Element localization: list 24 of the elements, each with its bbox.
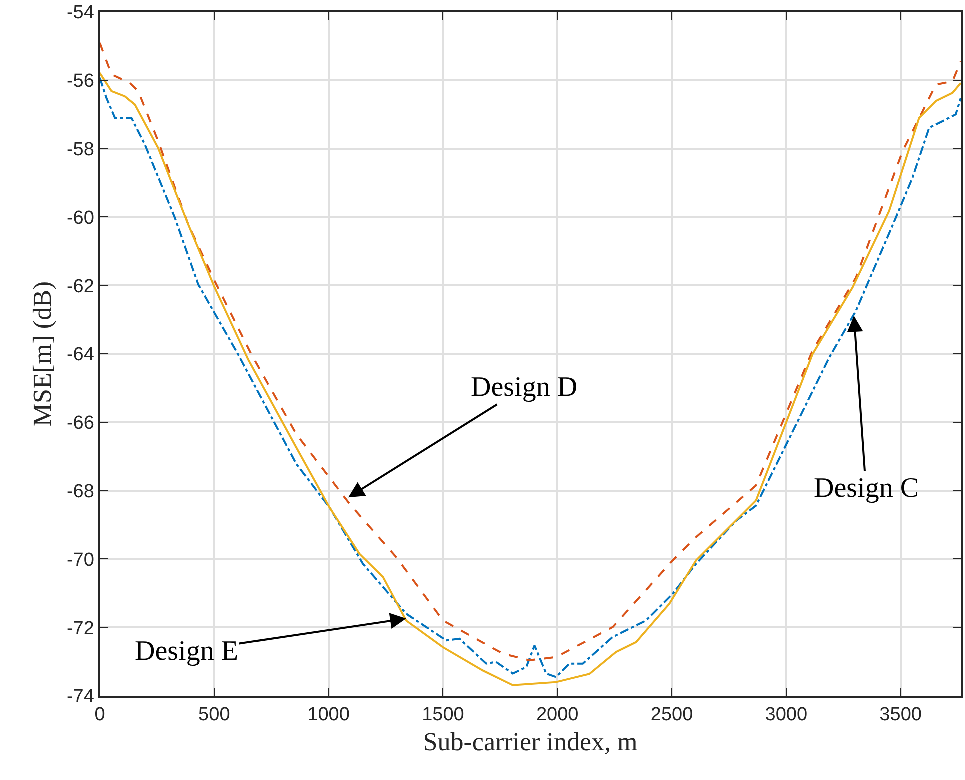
y-tick-label: -62 <box>66 276 94 298</box>
y-tick-label: -66 <box>66 413 94 434</box>
y-tick-label: -54 <box>66 2 95 24</box>
y-tick-label: -58 <box>66 139 94 160</box>
y-axis-title: MSE[m] (dB) <box>28 281 57 427</box>
x-tick-label: 2000 <box>536 704 579 726</box>
annotation: Design E <box>135 636 238 667</box>
x-tick-label: 3500 <box>880 704 922 726</box>
x-tick-label: 1000 <box>308 704 350 726</box>
x-tick-label: 3000 <box>765 704 808 726</box>
y-tick-label: -64 <box>66 344 95 366</box>
y-tick-label: -74 <box>66 686 95 708</box>
y-tick-label: -68 <box>66 481 94 502</box>
y-tick-label: -70 <box>66 550 94 571</box>
x-tick-label: 500 <box>198 704 230 726</box>
y-tick-label: -72 <box>66 618 94 640</box>
x-tick-label: 0 <box>94 704 106 726</box>
x-axis-title: Sub-carrier index, m <box>423 728 638 757</box>
annotation: Design C <box>814 473 919 504</box>
x-tick-label: 1500 <box>422 704 464 726</box>
y-tick-label: -56 <box>66 71 94 92</box>
annotation: Design D <box>471 372 578 403</box>
x-tick-label: 2500 <box>650 704 694 726</box>
y-tick-label: -60 <box>66 208 94 229</box>
